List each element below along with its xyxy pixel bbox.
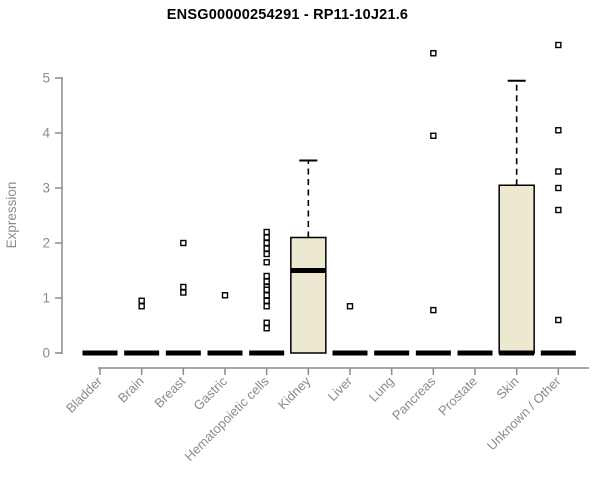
y-tick-label: 0: [42, 346, 50, 361]
outlier-point-breast: [180, 289, 187, 296]
y-tick-label: 2: [42, 236, 50, 251]
x-tick-label-prostate: Prostate: [435, 374, 480, 419]
outlier-point-breast: [180, 283, 187, 291]
x-tick-label-bladder: Bladder: [63, 373, 106, 416]
y-tick-label: 4: [42, 126, 50, 141]
outlier-point-brain: [138, 297, 145, 304]
outlier-point-hematopoietic-cells: [263, 319, 270, 326]
outlier-point-unknown-other: [555, 184, 562, 192]
outlier-point-pancreas: [430, 306, 437, 314]
outlier-point-unknown-other: [555, 127, 562, 134]
outlier-point-pancreas: [430, 132, 437, 139]
outlier-point-hematopoietic-cells: [263, 250, 270, 258]
outlier-point-pancreas: [430, 50, 437, 57]
outlier-point-hematopoietic-cells: [263, 303, 270, 310]
outlier-point-hematopoietic-cells: [263, 234, 270, 241]
x-tick-label-gastric: Gastric: [190, 373, 230, 413]
outlier-point-hematopoietic-cells: [263, 272, 270, 280]
x-tick-label-unknown-other: Unknown / Other: [484, 373, 564, 453]
x-tick-label-kidney: Kidney: [275, 373, 314, 412]
x-tick-label-skin: Skin: [493, 374, 521, 402]
outlier-point-hematopoietic-cells: [263, 259, 270, 266]
x-tick-label-breast: Breast: [151, 373, 188, 410]
x-tick-label-pancreas: Pancreas: [389, 373, 439, 423]
outlier-point-unknown-other: [555, 316, 562, 324]
outlier-point-unknown-other: [555, 206, 562, 214]
box-kidney: [290, 236, 327, 354]
outlier-point-hematopoietic-cells: [263, 245, 270, 252]
outlier-point-unknown-other: [555, 41, 562, 49]
y-tick-label: 1: [42, 291, 50, 306]
outlier-point-hematopoietic-cells: [263, 297, 270, 304]
box-skin: [498, 184, 535, 354]
chart-title: ENSG00000254291 - RP11-10J21.6: [166, 7, 409, 23]
outlier-point-breast: [180, 239, 187, 247]
outlier-point-hematopoietic-cells: [263, 286, 270, 293]
x-tick-label-brain: Brain: [115, 374, 147, 406]
outlier-point-liver: [346, 303, 354, 310]
outlier-point-hematopoietic-cells: [263, 239, 270, 247]
x-tick-label-lung: Lung: [366, 374, 397, 405]
outlier-point-brain: [138, 303, 145, 310]
outlier-point-hematopoietic-cells: [263, 292, 270, 299]
outlier-point-hematopoietic-cells: [263, 228, 270, 236]
y-axis-title: Expression: [4, 182, 19, 249]
y-tick-label: 3: [42, 181, 50, 196]
outlier-point-hematopoietic-cells: [263, 278, 270, 285]
outlier-point-gastric: [221, 292, 229, 299]
y-tick-label: 5: [42, 71, 50, 86]
x-tick-label-liver: Liver: [325, 373, 356, 404]
outlier-point-unknown-other: [555, 168, 562, 175]
outlier-point-hematopoietic-cells: [263, 325, 270, 332]
